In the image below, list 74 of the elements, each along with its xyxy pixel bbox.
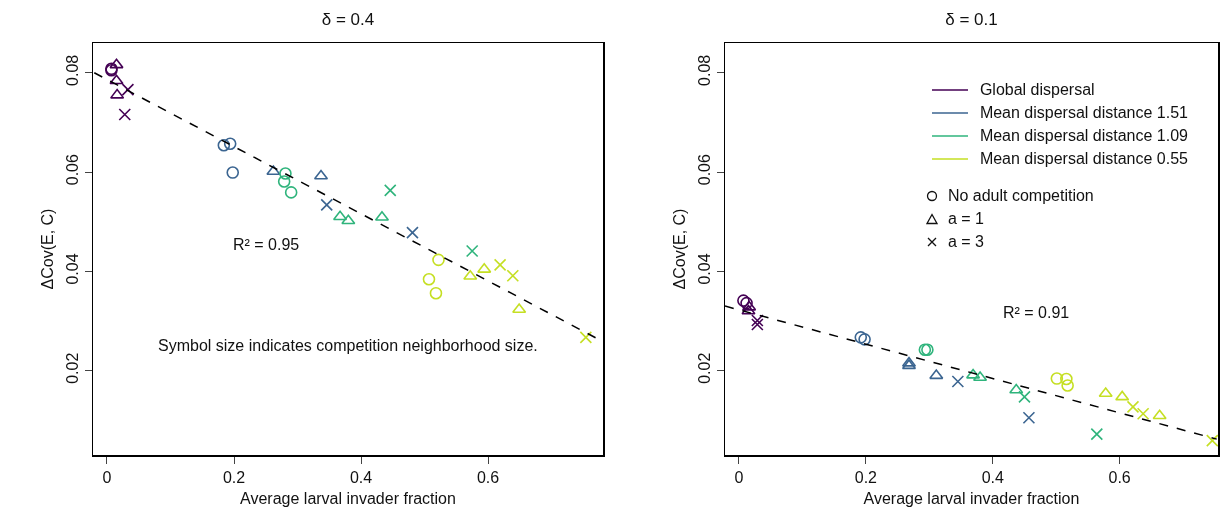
x-tick-label: 0	[734, 468, 744, 486]
x-tick-label: 0.2	[854, 468, 878, 486]
point	[1205, 434, 1219, 447]
legend-label: Mean dispersal distance 1.51	[979, 103, 1188, 123]
point	[854, 331, 868, 344]
annotation: R² = 0.95	[233, 236, 300, 253]
annotation: a = 1	[947, 209, 984, 229]
y-tick-label: 0.04	[64, 253, 82, 285]
point	[858, 333, 871, 346]
x-tick-label: 0.6	[1108, 468, 1131, 486]
x-axis-title: Average larval invader fraction	[863, 490, 1080, 508]
legend-label: Mean dispersal distance 0.55	[979, 149, 1188, 169]
y-tick-label: 0.08	[696, 54, 714, 86]
annotation: R² = 0.91	[1003, 304, 1070, 321]
point	[432, 253, 445, 267]
point	[1009, 383, 1024, 394]
point	[929, 369, 944, 380]
point	[1061, 379, 1074, 392]
point	[1152, 409, 1167, 420]
point	[1115, 390, 1130, 401]
y-tick-label: 0.06	[64, 153, 82, 186]
annotation: Symbol size indicates competition neighborhood size.	[158, 337, 538, 354]
chart-title: δ = 0.1	[945, 9, 998, 29]
point	[341, 214, 356, 225]
x-tick-label: 0	[102, 468, 112, 486]
y-tick-label: 0.02	[696, 352, 714, 384]
point	[109, 74, 124, 85]
point	[429, 286, 443, 300]
y-tick-label: 0.04	[696, 253, 714, 285]
point	[226, 166, 240, 179]
y-axis-title: ΔCov(E, C)	[671, 208, 689, 290]
point	[217, 138, 231, 152]
y-axis-title: ΔCov(E, C)	[39, 208, 57, 290]
x-tick-label: 0.4	[349, 468, 373, 486]
point	[121, 83, 135, 96]
point	[1126, 400, 1140, 414]
point	[512, 303, 527, 314]
point	[506, 269, 520, 283]
point	[406, 226, 419, 239]
x-axis-title: Average larval invader fraction	[240, 490, 456, 508]
point	[1022, 411, 1036, 425]
x-tick-label: 0.4	[981, 468, 1004, 486]
chart-title: δ = 0.4	[321, 9, 375, 29]
legend-label: Mean dispersal distance 1.09	[979, 126, 1188, 146]
point	[1050, 372, 1064, 385]
point	[465, 244, 479, 258]
point	[422, 272, 436, 286]
point	[493, 258, 507, 272]
point	[277, 175, 291, 188]
annotation: a = 3	[947, 232, 984, 252]
x-tick-label: 0.6	[476, 468, 500, 486]
point	[751, 314, 764, 327]
point	[320, 198, 334, 212]
point	[751, 318, 764, 331]
point	[266, 165, 281, 176]
legend-label: Global dispersal	[979, 80, 1095, 100]
y-tick-label: 0.06	[696, 153, 714, 186]
point	[1136, 407, 1150, 421]
point	[383, 184, 397, 197]
point	[223, 137, 237, 151]
point	[1018, 390, 1031, 404]
point	[1090, 427, 1104, 441]
point	[579, 331, 593, 344]
annotation: No adult competition	[947, 186, 1094, 206]
x-tick-label: 0.2	[222, 468, 246, 486]
point	[741, 304, 756, 315]
point	[951, 375, 965, 388]
y-tick-label: 0.08	[64, 54, 82, 86]
point	[1060, 372, 1073, 386]
point	[279, 167, 292, 180]
point	[118, 108, 132, 121]
y-tick-label: 0.02	[64, 352, 82, 384]
point	[284, 186, 298, 199]
point	[109, 58, 124, 69]
